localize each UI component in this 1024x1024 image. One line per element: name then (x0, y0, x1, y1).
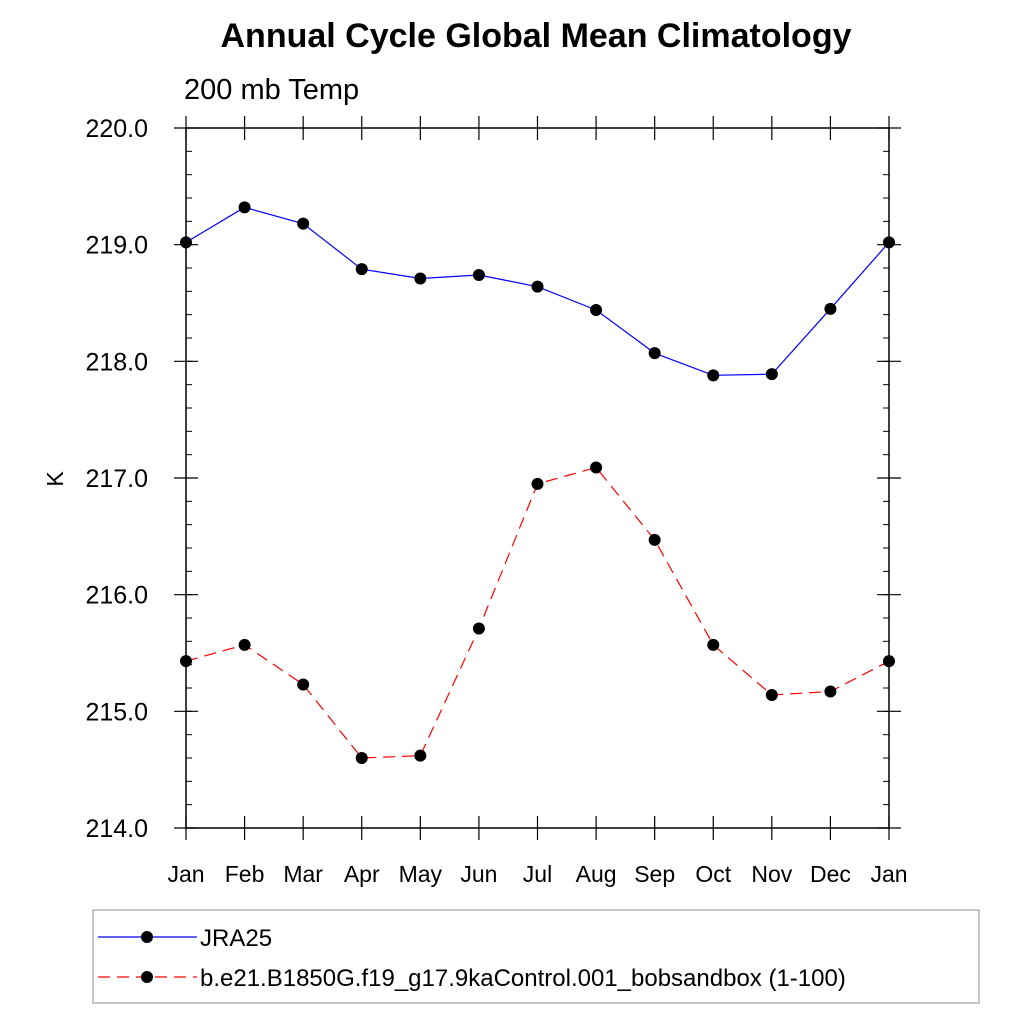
series-1-point (590, 304, 603, 316)
series-2-point (238, 638, 251, 651)
series-1-point (648, 347, 661, 360)
x-tick-label: Jan (870, 861, 907, 887)
series-1-point (297, 217, 310, 230)
series-1-point (531, 280, 544, 293)
y-axis-label: K (42, 471, 68, 487)
series-2-point (531, 477, 544, 490)
chart-title: Annual Cycle Global Mean Climatology (221, 17, 852, 55)
series-1-point (883, 236, 895, 249)
x-tick-label: Jul (523, 861, 552, 887)
series-line-2 (185, 466, 890, 759)
x-tick-label: Nov (751, 861, 792, 887)
legend: JRA25 b.e21.B1850G.f19_g17.9kaControl.001… (98, 925, 846, 992)
series-1-point (472, 269, 485, 281)
legend-box (92, 909, 980, 1004)
y-tick-label: 215.0 (85, 698, 148, 726)
x-tick-label: Apr (344, 861, 380, 887)
x-tick-label: Oct (695, 861, 731, 887)
x-tick-label: Dec (810, 861, 851, 887)
y-tick-label: 214.0 (85, 815, 148, 843)
y-tick-label: 219.0 (85, 232, 148, 260)
series-2-point (765, 689, 778, 701)
legend-marker-2 (141, 971, 153, 983)
y-tick-label: 217.0 (85, 465, 148, 493)
y-tick-label: 216.0 (85, 582, 148, 610)
series-1-point (238, 201, 251, 214)
series-2-point (180, 655, 192, 668)
x-tick-labels: Jan Feb Mar Apr May Jun Jul Aug Sep Oct Nov Dec Jan (167, 861, 907, 887)
series-2-point (883, 655, 895, 668)
series-1-point (707, 369, 720, 382)
x-tick-label: Feb (225, 861, 265, 887)
x-tick-label: Sep (634, 861, 675, 887)
series-1-point (414, 272, 427, 285)
x-tick-label: Mar (283, 861, 323, 887)
y-tick-label: 218.0 (85, 348, 148, 376)
y-tick-labels: 214.0 215.0 216.0 217.0 218.0 219.0 220.0 (85, 115, 148, 843)
series-2-point (824, 685, 837, 698)
series-2-point (297, 678, 310, 691)
x-tick-label: Aug (576, 861, 617, 887)
x-tick-label: May (399, 861, 443, 887)
series-1-point (824, 302, 837, 315)
x-tick-label: Jan (167, 861, 204, 887)
series-2-point (707, 638, 720, 651)
series-1-point (765, 368, 778, 381)
legend-label-1: JRA25 (200, 925, 272, 952)
series-2-point (590, 461, 603, 474)
series-2-point (472, 622, 485, 635)
series-lines (180, 201, 895, 764)
axis-ticks (174, 116, 901, 840)
legend-marker-1 (141, 931, 153, 943)
series-2-point (648, 533, 661, 546)
chart-subtitle: 200 mb Temp (184, 74, 359, 106)
series-2-point (414, 749, 427, 762)
legend-label-2: b.e21.B1850G.f19_g17.9kaControl.001_bobs… (200, 965, 846, 992)
x-tick-label: Jun (460, 861, 497, 887)
series-1-point (180, 236, 192, 249)
series-1-point (355, 263, 368, 276)
series-2-point (355, 752, 368, 764)
y-tick-label: 220.0 (85, 115, 148, 143)
